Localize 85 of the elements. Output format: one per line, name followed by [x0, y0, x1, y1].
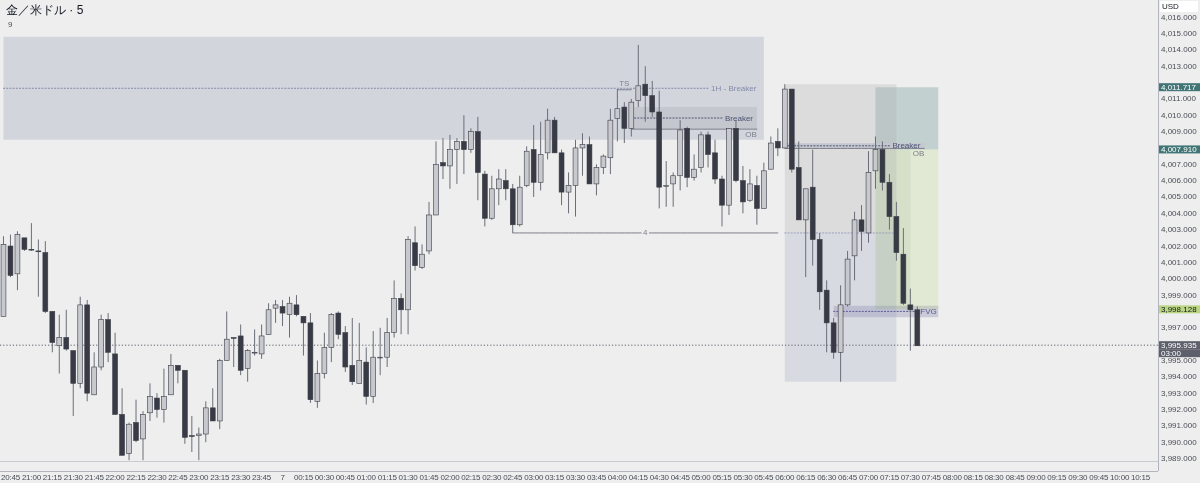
x-tick-label: 20:45 [0, 472, 21, 482]
x-tick-label: 21:30 [63, 472, 84, 482]
x-tick-label: 07:15 [879, 472, 900, 482]
x-tick-label: 10:00 [1110, 472, 1130, 482]
x-tick-label: 08:45 [1005, 472, 1026, 482]
x-tick-label: 08:00 [942, 472, 963, 482]
x-tick-label: 21:45 [84, 472, 105, 482]
y-tick-label: 4,009.000 [1161, 127, 1198, 137]
x-tick-label: 01:45 [419, 472, 440, 482]
x-tick-label: 04:30 [649, 472, 670, 482]
x-tick-label: 23:15 [210, 472, 230, 482]
y-tick-label: 4,000.000 [1161, 274, 1198, 284]
x-tick-label: 01:15 [377, 472, 398, 482]
y-tick-label: 3,991.000 [1161, 421, 1198, 431]
y-tick-label: 3,989.000 [1161, 454, 1198, 464]
x-tick-label: 23:45 [252, 472, 272, 482]
x-tick-label: 02:15 [461, 472, 482, 482]
y-tick-label: 3,999.000 [1161, 290, 1198, 300]
x-tick-label: 04:45 [670, 472, 691, 482]
x-tick-label: 07:45 [921, 472, 942, 482]
x-tick-label: 06:15 [796, 472, 816, 482]
y-tick-label: 3,995.000 [1161, 355, 1198, 365]
y-tick-label: 4,016.000 [1161, 12, 1198, 22]
y-tick-label: 4,010.000 [1161, 110, 1198, 120]
x-tick-label: 23:00 [189, 472, 210, 482]
y-tick-label: 4,014.000 [1161, 45, 1198, 55]
x-tick-label: 09:15 [1047, 472, 1068, 482]
x-tick-label: 22:45 [168, 472, 189, 482]
x-tick-label: 06:30 [817, 472, 837, 482]
x-tick-label: 06:00 [775, 472, 796, 482]
annotation: TS [619, 79, 630, 89]
y-tick-label: 3,992.000 [1161, 405, 1198, 415]
x-tick-label: 22:00 [105, 472, 126, 482]
x-tick-label: 09:30 [1068, 472, 1089, 482]
x-tick-label: 07:30 [900, 472, 921, 482]
x-tick-label: 07:00 [858, 472, 879, 482]
x-tick-label: 00:15 [293, 472, 314, 482]
y-tick-label: 4,002.000 [1161, 241, 1198, 251]
y-tick-label: 4,011.000 [1161, 94, 1197, 104]
x-tick-label: 03:45 [586, 472, 607, 482]
x-tick-label: 09:45 [1089, 472, 1109, 482]
x-tick-label: 05:00 [691, 472, 712, 482]
annotation: 03:00 [1161, 348, 1182, 358]
y-tick-label: 4,005.000 [1161, 192, 1198, 202]
y-tick-label: 3,993.000 [1161, 388, 1198, 398]
y-tick-label: 3,994.000 [1161, 372, 1198, 382]
x-tick-label: 23:30 [231, 472, 251, 482]
x-tick-label: 04:00 [607, 472, 628, 482]
y-tick-label: 4,007.000 [1161, 159, 1198, 169]
x-tick-label: 05:45 [754, 472, 775, 482]
x-tick-label: 06:45 [838, 472, 858, 482]
annotation: 4 [643, 228, 648, 238]
x-tick-label: 00:45 [335, 472, 356, 482]
x-tick-label: 02:30 [482, 472, 503, 482]
x-tick-label: 03:30 [566, 472, 586, 482]
title: 金／米ドル · 5 [6, 3, 84, 17]
x-tick-label: 21:00 [21, 472, 42, 482]
x-tick-label: 05:30 [733, 472, 754, 482]
x-tick-label: 02:00 [440, 472, 461, 482]
y-tick-label: 4,001.000 [1161, 257, 1198, 267]
y-tick-label: 3,997.000 [1161, 323, 1198, 333]
x-tick-label: 08:15 [963, 472, 984, 482]
x-tick-label: 21:15 [42, 472, 63, 482]
x-tick-label: 22:15 [126, 472, 147, 482]
x-tick-label: 03:00 [524, 472, 544, 482]
x-tick-label: 09:00 [1026, 472, 1047, 482]
y-tick-label: 4,006.000 [1161, 176, 1198, 186]
x-tick-label: 02:45 [503, 472, 523, 482]
y-tick-label: 3,990.000 [1161, 437, 1198, 447]
x-tick-label: 22:30 [147, 472, 168, 482]
x-tick-label: 03:15 [545, 472, 565, 482]
y-tick-label: 4,015.000 [1161, 29, 1198, 39]
x-tick-label: 7 [280, 472, 286, 482]
x-tick-label: 10:15 [1131, 472, 1151, 482]
x-tick-label: 08:30 [984, 472, 1005, 482]
x-tick-label: 04:15 [628, 472, 649, 482]
y-tick-label: 4,003.000 [1161, 225, 1198, 235]
y-axis-title: USD [1162, 2, 1180, 11]
subtitle: 9 [8, 20, 13, 29]
x-tick-label: 01:30 [398, 472, 419, 482]
x-tick-label: 01:00 [356, 472, 377, 482]
y-tick-label: 4,004.000 [1161, 208, 1198, 218]
x-tick-label: 00:30 [314, 472, 335, 482]
y-tick-label: 4,013.000 [1161, 61, 1198, 71]
x-tick-label: 05:15 [712, 472, 733, 482]
